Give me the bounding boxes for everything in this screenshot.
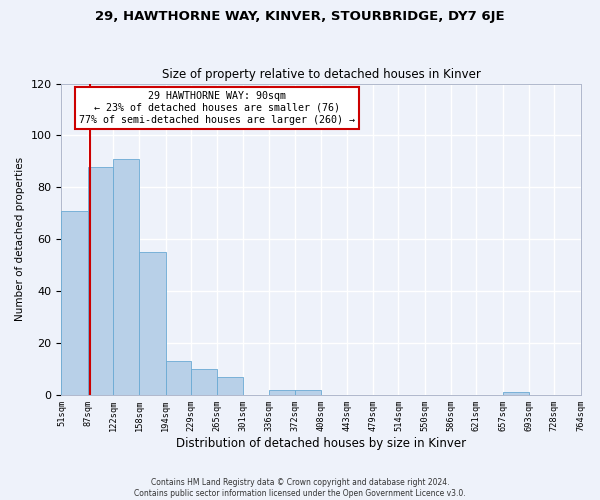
- Bar: [166, 362, 191, 395]
- Text: 29 HAWTHORNE WAY: 90sqm
← 23% of detached houses are smaller (76)
77% of semi-de: 29 HAWTHORNE WAY: 90sqm ← 23% of detache…: [79, 92, 355, 124]
- Bar: [217, 377, 244, 395]
- Bar: [503, 392, 529, 395]
- Title: Size of property relative to detached houses in Kinver: Size of property relative to detached ho…: [161, 68, 481, 81]
- Y-axis label: Number of detached properties: Number of detached properties: [15, 158, 25, 322]
- Text: 29, HAWTHORNE WAY, KINVER, STOURBRIDGE, DY7 6JE: 29, HAWTHORNE WAY, KINVER, STOURBRIDGE, …: [95, 10, 505, 23]
- Bar: [269, 390, 295, 395]
- Bar: [88, 166, 113, 395]
- Bar: [113, 159, 139, 395]
- Bar: [295, 390, 322, 395]
- Bar: [191, 369, 217, 395]
- Bar: [61, 211, 88, 395]
- X-axis label: Distribution of detached houses by size in Kinver: Distribution of detached houses by size …: [176, 437, 466, 450]
- Bar: [139, 252, 166, 395]
- Text: Contains HM Land Registry data © Crown copyright and database right 2024.
Contai: Contains HM Land Registry data © Crown c…: [134, 478, 466, 498]
